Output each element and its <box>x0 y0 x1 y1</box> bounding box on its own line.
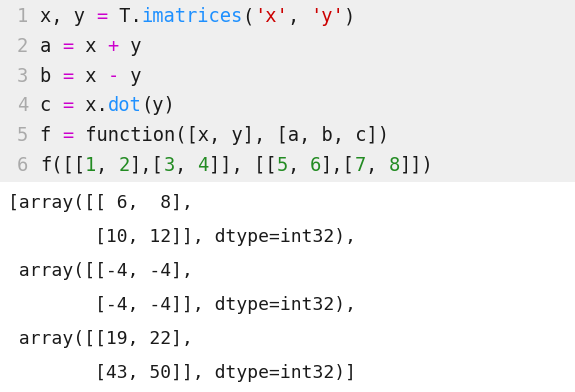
Text: ,: , <box>288 156 310 175</box>
Text: ],[: ],[ <box>321 156 355 175</box>
Text: y: y <box>119 37 141 56</box>
Text: f([[: f([[ <box>40 156 85 175</box>
Text: 1: 1 <box>17 7 28 26</box>
Text: imatrices: imatrices <box>141 7 243 26</box>
Text: 1: 1 <box>85 156 96 175</box>
Text: ,: , <box>366 156 389 175</box>
Text: ,: , <box>96 156 119 175</box>
Text: +: + <box>108 37 119 56</box>
Text: 2: 2 <box>17 37 28 56</box>
Text: a: a <box>40 37 63 56</box>
Text: function([x, y], [a, b, c]): function([x, y], [a, b, c]) <box>74 126 389 145</box>
Text: y: y <box>119 67 141 86</box>
Text: ): ) <box>344 7 355 26</box>
Text: 7: 7 <box>355 156 366 175</box>
Text: ,: , <box>288 7 310 26</box>
Text: [-4, -4]], dtype=int32),: [-4, -4]], dtype=int32), <box>8 296 356 314</box>
Text: -: - <box>108 67 119 86</box>
Text: 3: 3 <box>17 67 28 86</box>
Text: 'x': 'x' <box>254 7 288 26</box>
Text: c: c <box>40 96 63 115</box>
Text: 'y': 'y' <box>310 7 344 26</box>
Text: dot: dot <box>108 96 141 115</box>
Text: array([[19, 22],: array([[19, 22], <box>8 330 193 348</box>
Text: 5: 5 <box>276 156 288 175</box>
Text: [array([[ 6,  8],: [array([[ 6, 8], <box>8 194 193 212</box>
Text: T.: T. <box>108 7 141 26</box>
Text: 5: 5 <box>17 126 28 145</box>
Text: array([[-4, -4],: array([[-4, -4], <box>8 262 193 280</box>
Bar <box>0 0 575 182</box>
Text: 2: 2 <box>119 156 130 175</box>
Text: 6: 6 <box>310 156 321 175</box>
Text: =: = <box>63 37 74 56</box>
Text: =: = <box>96 7 108 26</box>
Text: ],[: ],[ <box>130 156 164 175</box>
Text: ]], [[: ]], [[ <box>209 156 276 175</box>
Bar <box>0 182 575 392</box>
Text: [10, 12]], dtype=int32),: [10, 12]], dtype=int32), <box>8 228 356 246</box>
Text: 6: 6 <box>17 156 28 175</box>
Text: (: ( <box>243 7 254 26</box>
Text: =: = <box>63 126 74 145</box>
Text: b: b <box>40 67 63 86</box>
Text: 4: 4 <box>197 156 209 175</box>
Text: ]]): ]]) <box>400 156 434 175</box>
Text: =: = <box>63 96 74 115</box>
Text: (y): (y) <box>141 96 175 115</box>
Text: f: f <box>40 126 63 145</box>
Text: ,: , <box>175 156 197 175</box>
Text: [43, 50]], dtype=int32)]: [43, 50]], dtype=int32)] <box>8 364 356 382</box>
Text: =: = <box>63 67 74 86</box>
Text: 8: 8 <box>389 156 400 175</box>
Text: x: x <box>74 37 108 56</box>
Text: x.: x. <box>74 96 108 115</box>
Text: 4: 4 <box>17 96 28 115</box>
Text: x: x <box>74 67 108 86</box>
Text: 3: 3 <box>164 156 175 175</box>
Text: x, y: x, y <box>40 7 96 26</box>
